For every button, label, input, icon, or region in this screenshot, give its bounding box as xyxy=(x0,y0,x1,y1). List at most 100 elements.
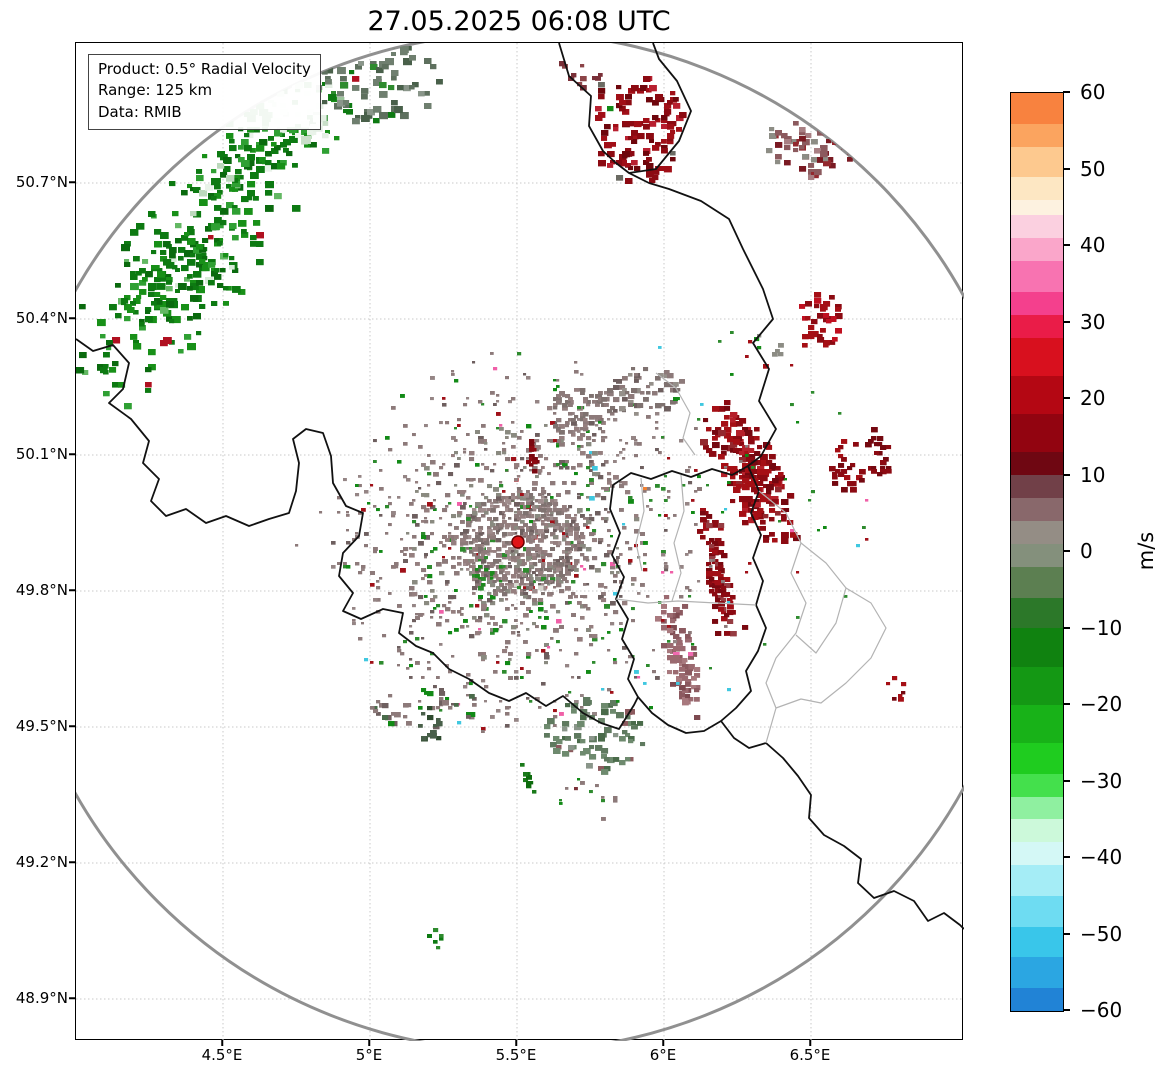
echo-cluster-nw-green-main xyxy=(76,133,301,410)
y-tick-mark xyxy=(69,997,75,999)
echo-cluster-lux-red-streak xyxy=(697,508,749,637)
colorbar-tick-label: 30 xyxy=(1080,309,1106,334)
info-box: Product: 0.5° Radial Velocity Range: 125… xyxy=(88,54,321,130)
map-plot: Product: 0.5° Radial Velocity Range: 125… xyxy=(75,42,964,1041)
colorbar-tick-label: 40 xyxy=(1080,233,1106,257)
x-tick-label: 6.5°E xyxy=(789,1046,831,1064)
colorbar-tick-mark xyxy=(1063,626,1070,629)
colorbar-segment xyxy=(1011,375,1063,415)
colorbar-tick-mark xyxy=(1063,167,1070,170)
echo-cluster-center-sw-green xyxy=(472,556,506,587)
map-svg xyxy=(76,43,964,1041)
y-tick-label: 49.5°N xyxy=(15,717,68,735)
country-borders xyxy=(76,43,964,930)
colorbar-tick-label: −10 xyxy=(1080,615,1123,640)
page-title: 27.05.2025 06:08 UTC xyxy=(367,6,671,37)
colorbar-tick-mark xyxy=(1063,856,1070,858)
y-tick-mark xyxy=(69,453,75,455)
colorbar-tick-label: 0 xyxy=(1080,539,1093,563)
echo-cluster-clutter-halo xyxy=(400,421,641,666)
echo-cluster-center-red-streak xyxy=(526,439,540,474)
colorbar-tick-label: −20 xyxy=(1080,692,1123,716)
colorbar-segment xyxy=(1011,796,1063,820)
colorbar-segment xyxy=(1011,337,1063,376)
colorbar-segment xyxy=(1011,452,1063,476)
colorbar-segment xyxy=(1011,666,1063,705)
colorbar-segment xyxy=(1011,146,1063,178)
colorbar-tick-label: −60 xyxy=(1080,998,1123,1022)
echo-cluster-south-sage xyxy=(544,697,646,775)
colorbar-tick-mark xyxy=(1063,1009,1070,1011)
colorbar-tick-mark xyxy=(1063,91,1070,93)
colorbar-tick-label: −30 xyxy=(1080,768,1123,793)
x-tick-label: 6°E xyxy=(649,1046,677,1064)
colorbar-segment xyxy=(1011,521,1063,545)
echo-cluster-east-scatter xyxy=(502,331,869,710)
colorbar-tick-label: 10 xyxy=(1080,462,1106,487)
echo-cluster-center-ne-mauve xyxy=(547,388,618,441)
x-tick-mark xyxy=(368,1040,370,1046)
x-tick-mark xyxy=(515,1040,517,1046)
colorbar-segment xyxy=(1011,628,1063,667)
colorbar-segment xyxy=(1011,215,1063,239)
colorbar-axis-label: m/s xyxy=(1134,531,1158,571)
y-tick-label: 49.8°N xyxy=(15,581,68,599)
colorbar-segment xyxy=(1011,544,1063,568)
colorbar-tick-label: 60 xyxy=(1080,80,1106,104)
x-tick-label: 5°E xyxy=(355,1046,383,1064)
grid-lines xyxy=(76,43,964,1041)
y-tick-mark xyxy=(69,589,75,591)
colorbar-segment xyxy=(1011,123,1063,147)
echo-cluster-clutter-core xyxy=(460,487,581,600)
colorbar-tick-mark xyxy=(1063,932,1070,935)
colorbar-tick-mark xyxy=(1063,244,1070,246)
info-product: Product: 0.5° Radial Velocity xyxy=(98,60,311,78)
colorbar-tick-mark xyxy=(1063,550,1070,552)
colorbar-segment xyxy=(1011,475,1063,499)
echo-cluster-ne-gray-blob xyxy=(598,367,685,416)
colorbar-segment xyxy=(1011,291,1063,315)
colorbar-segment xyxy=(1011,865,1063,896)
y-tick-label: 50.1°N xyxy=(15,445,68,463)
colorbar-segment xyxy=(1011,261,1063,292)
colorbar-segment xyxy=(1011,704,1063,743)
colorbar-tick-label: 50 xyxy=(1080,156,1106,181)
echo-cluster-east-red-mid xyxy=(799,292,843,348)
colorbar-segment xyxy=(1011,987,1063,1011)
colorbar-tick-mark xyxy=(1063,397,1070,399)
colorbar-segment xyxy=(1011,93,1063,124)
colorbar xyxy=(1010,92,1064,1012)
colorbar-segment xyxy=(1011,314,1063,338)
y-tick-label: 50.4°N xyxy=(15,309,68,327)
colorbar-segment xyxy=(1011,926,1063,958)
colorbar-segment xyxy=(1011,200,1063,216)
y-tick-label: 49.2°N xyxy=(15,853,68,871)
echo-cluster-lux-mauve-streak xyxy=(655,595,701,720)
echo-cluster-se-red-speck xyxy=(886,676,907,702)
colorbar-segment xyxy=(1011,498,1063,522)
echo-cluster-ne-darkred xyxy=(595,76,687,184)
y-tick-mark xyxy=(69,861,75,863)
x-tick-mark xyxy=(809,1040,811,1046)
colorbar-tick-mark xyxy=(1063,779,1070,782)
echo-cluster-top-sage xyxy=(316,43,443,125)
x-tick-label: 4.5°E xyxy=(201,1046,243,1064)
radar-echo-layer xyxy=(76,43,907,950)
y-tick-mark xyxy=(69,725,75,727)
colorbar-tick-mark xyxy=(1063,473,1070,476)
y-tick-label: 50.7°N xyxy=(15,173,68,191)
colorbar-tick-mark xyxy=(1063,320,1070,323)
colorbar-segment xyxy=(1011,597,1063,629)
echo-cluster-east-blob-2 xyxy=(865,427,892,477)
colorbar-segment xyxy=(1011,414,1063,453)
x-tick-label: 5.5°E xyxy=(495,1046,537,1064)
info-source: Data: RMIB xyxy=(98,102,182,121)
colorbar-tick-mark xyxy=(1063,703,1070,705)
x-tick-mark xyxy=(221,1040,223,1046)
colorbar-segment xyxy=(1011,957,1063,988)
colorbar-segment xyxy=(1011,238,1063,262)
colorbar-tick-label: −40 xyxy=(1080,845,1123,869)
y-tick-mark xyxy=(69,317,75,319)
colorbar-segment xyxy=(1011,567,1063,598)
